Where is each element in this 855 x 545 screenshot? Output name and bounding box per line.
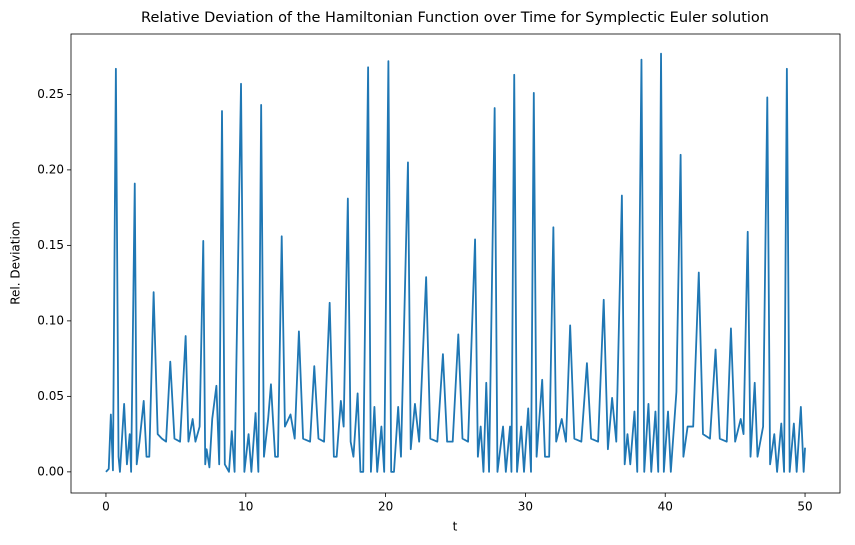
y-tick-label: 0.10	[37, 313, 64, 327]
x-tick-label: 50	[797, 500, 812, 514]
x-tick-label: 10	[238, 500, 253, 514]
x-tick-label: 30	[518, 500, 533, 514]
y-axis-label: Rel. Deviation	[9, 221, 23, 305]
y-tick-label: 0.05	[37, 389, 64, 403]
y-tick-label: 0.15	[37, 238, 64, 252]
data-line	[105, 52, 806, 473]
y-tick-label: 0.00	[37, 464, 64, 478]
x-tick-label: 20	[378, 500, 393, 514]
x-tick-label: 0	[102, 500, 110, 514]
chart-title: Relative Deviation of the Hamiltonian Fu…	[141, 10, 769, 26]
x-axis-label: t	[453, 520, 458, 534]
x-tick-label: 40	[658, 500, 673, 514]
plot-frame	[70, 33, 841, 494]
y-tick-label: 0.25	[37, 87, 64, 101]
y-tick-label: 0.20	[37, 162, 64, 176]
